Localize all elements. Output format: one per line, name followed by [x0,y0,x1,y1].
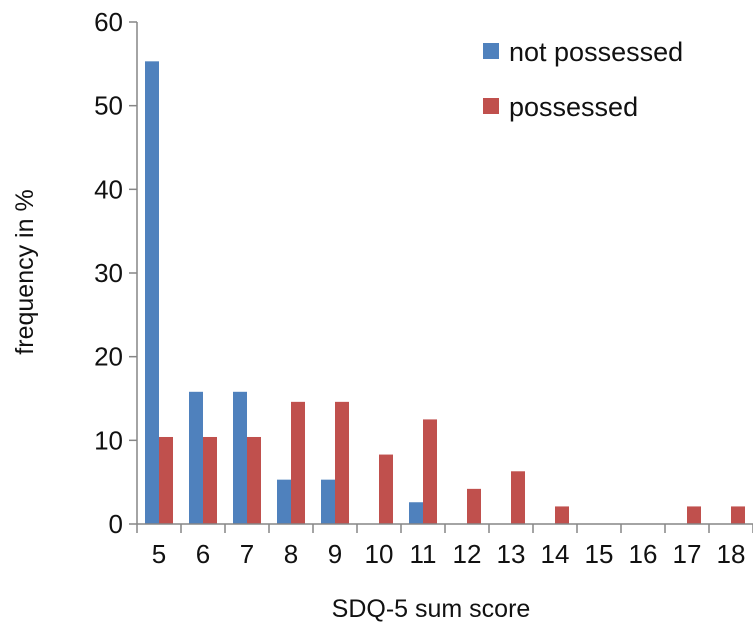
x-tick-label: 9 [328,539,342,569]
bar-possessed-10 [379,454,393,524]
x-tick-label: 16 [629,539,658,569]
bar-not-possessed-5 [145,61,159,524]
legend-label-not-possessed: not possessed [509,37,683,67]
x-tick-label: 11 [410,539,437,569]
x-axis-ticks: 5 6 7 8 9 10 11 12 13 14 15 16 17 18 [136,524,753,569]
x-tick-label: 5 [152,539,166,569]
y-tick-label: 20 [94,342,123,372]
y-tick-label: 10 [94,425,123,455]
bar-possessed-5 [159,436,173,524]
legend-swatch-not-possessed [483,43,499,59]
x-tick-label: 18 [717,539,746,569]
x-tick-label: 14 [541,539,570,569]
x-axis-title: SDQ-5 sum score [332,595,531,623]
bar-not-possessed-8 [277,479,291,524]
bar-possessed-13 [511,471,525,524]
bar-not-possessed-9 [321,479,335,524]
x-tick-label: 8 [284,539,298,569]
bar-possessed-9 [335,401,349,524]
bar-possessed-14 [555,506,569,524]
bar-possessed-18 [731,506,745,524]
bars [145,61,745,524]
bar-not-possessed-7 [233,391,247,524]
bar-possessed-7 [247,436,261,524]
x-tick-label: 17 [673,539,702,569]
y-tick-label: 0 [109,509,123,539]
x-tick-label: 6 [196,539,210,569]
x-tick-label: 13 [497,539,526,569]
x-tick-label: 10 [365,539,394,569]
y-tick-label: 40 [94,174,123,204]
legend: not possessed possessed [483,37,683,122]
bar-possessed-11 [423,419,437,524]
bar-possessed-17 [687,506,701,524]
x-tick-label: 15 [585,539,614,569]
bar-possessed-8 [291,401,305,524]
bar-possessed-12 [467,488,481,524]
y-tick-label: 30 [94,258,123,288]
legend-label-possessed: possessed [509,92,638,122]
y-tick-label: 60 [94,7,123,37]
bar-not-possessed-6 [189,391,203,524]
legend-swatch-possessed [483,98,499,114]
y-tick-label: 50 [94,91,123,121]
y-axis-ticks: 0 10 20 30 40 50 60 [94,7,137,539]
x-tick-label: 12 [453,539,482,569]
bar-possessed-6 [203,436,217,524]
bar-not-possessed-11 [409,502,423,524]
x-tick-label: 7 [240,539,254,569]
y-axis-title: frequency in % [11,189,39,354]
